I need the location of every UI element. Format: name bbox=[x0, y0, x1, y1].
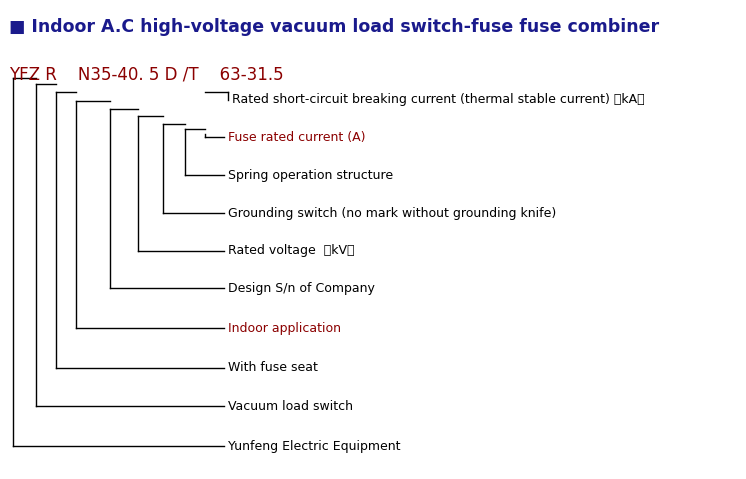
Text: Design S/n of Company: Design S/n of Company bbox=[228, 282, 375, 295]
Text: Rated short-circuit breaking current (thermal stable current) （kA）: Rated short-circuit breaking current (th… bbox=[232, 93, 645, 106]
Text: YFZ R    N35-40. 5 D /T    63-31.5: YFZ R N35-40. 5 D /T 63-31.5 bbox=[9, 65, 283, 83]
Text: Yunfeng Electric Equipment: Yunfeng Electric Equipment bbox=[228, 440, 401, 453]
Text: Indoor application: Indoor application bbox=[228, 321, 341, 335]
Text: Vacuum load switch: Vacuum load switch bbox=[228, 399, 354, 413]
Text: With fuse seat: With fuse seat bbox=[228, 361, 318, 375]
Text: ■ Indoor A.C high-voltage vacuum load switch-fuse fuse combiner: ■ Indoor A.C high-voltage vacuum load sw… bbox=[9, 18, 659, 36]
Text: Rated voltage  （kV）: Rated voltage （kV） bbox=[228, 244, 355, 258]
Text: Grounding switch (no mark without grounding knife): Grounding switch (no mark without ground… bbox=[228, 206, 557, 220]
Text: Fuse rated current (A): Fuse rated current (A) bbox=[228, 131, 366, 144]
Text: Spring operation structure: Spring operation structure bbox=[228, 169, 393, 182]
